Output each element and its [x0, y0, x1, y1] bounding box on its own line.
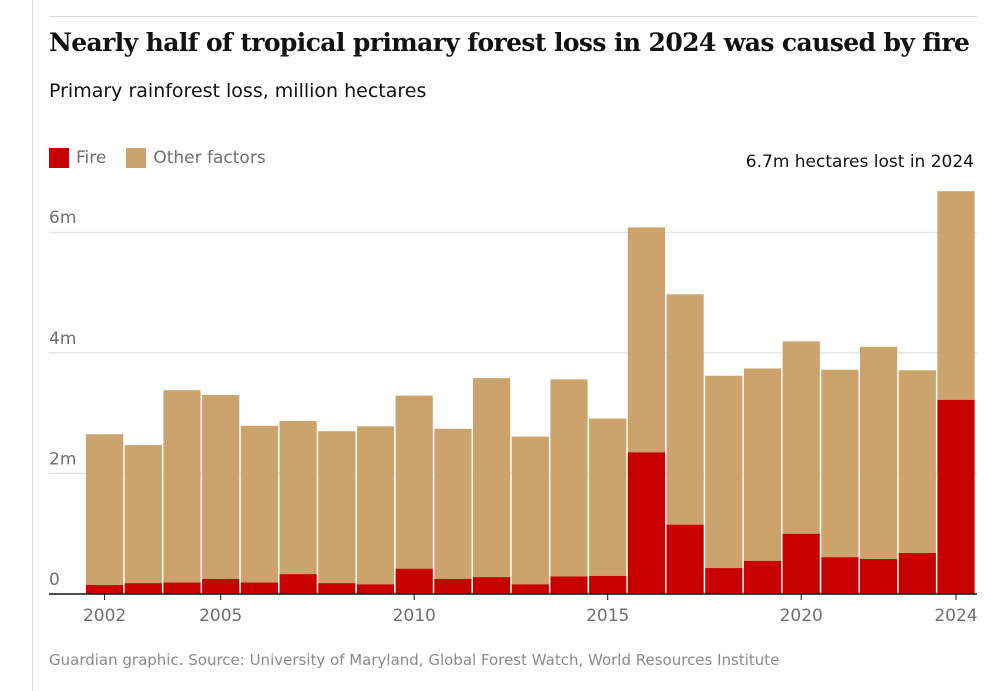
x-tick-label: 2002 — [83, 606, 126, 626]
x-tick-label: 2024 — [934, 606, 977, 626]
bar-fire — [86, 584, 124, 594]
bar-other-factors — [395, 395, 433, 569]
chart-subtitle: Primary rainforest loss, million hectare… — [49, 80, 427, 102]
bar-fire — [666, 524, 704, 594]
bar-other-factors — [240, 425, 278, 583]
x-tick-label: 2010 — [393, 606, 436, 626]
legend-swatch-other-factors — [126, 148, 147, 168]
bar-other-factors — [898, 370, 936, 553]
bar-other-factors — [163, 390, 201, 583]
bar-fire — [511, 584, 549, 594]
bar-other-factors — [124, 445, 162, 584]
y-tick-label: 2m — [49, 449, 76, 469]
bar-fire — [356, 584, 395, 594]
bar-fire — [937, 399, 975, 594]
bar-fire — [898, 552, 936, 594]
bar-other-factors — [705, 375, 743, 569]
legend-label-fire: Fire — [76, 148, 107, 168]
bar-other-factors — [473, 378, 511, 578]
bar-other-factors — [666, 294, 704, 525]
bar-other-factors — [782, 341, 820, 534]
y-tick-label: 6m — [49, 208, 76, 228]
legend-item-other-factors: Other factors — [126, 148, 266, 168]
bar-other-factors — [627, 227, 665, 453]
bar-other-factors — [511, 436, 549, 585]
x-tick-label: 2015 — [586, 606, 629, 626]
y-tick-label: 0 — [49, 570, 60, 590]
bar-other-factors — [318, 431, 356, 584]
bar-fire — [705, 568, 743, 594]
bar-other-factors — [821, 369, 859, 558]
top-rule — [49, 16, 977, 17]
bar-other-factors — [860, 346, 898, 560]
bar-fire — [860, 559, 898, 594]
legend-label-other-factors: Other factors — [153, 148, 266, 168]
bar-fire — [434, 578, 472, 594]
x-tick-label: 2005 — [199, 606, 242, 626]
bar-other-factors — [279, 420, 317, 575]
bar-other-factors — [589, 418, 627, 576]
bar-fire — [821, 557, 859, 594]
chart-title: Nearly half of tropical primary forest l… — [49, 28, 970, 57]
bar-other-factors — [202, 395, 240, 579]
bar-other-factors — [550, 379, 588, 577]
bar-fire — [395, 568, 433, 594]
bar-other-factors — [356, 426, 395, 585]
bar-fire — [124, 583, 162, 594]
bar-fire — [473, 577, 511, 594]
legend-item-fire: Fire — [49, 148, 106, 168]
bar-other-factors — [743, 368, 782, 561]
bar-fire — [782, 533, 820, 594]
bar-fire — [279, 574, 317, 594]
left-rule — [32, 0, 33, 691]
x-tick-label: 2020 — [780, 606, 823, 626]
bar-other-factors — [434, 428, 472, 579]
bar-other-factors — [86, 434, 124, 585]
bar-fire — [627, 452, 665, 594]
bar-fire — [202, 578, 240, 594]
legend: Fire Other factors — [49, 146, 286, 170]
bar-fire — [318, 583, 356, 594]
bar-fire — [743, 560, 782, 594]
legend-swatch-fire — [49, 148, 69, 168]
bar-fire — [589, 575, 627, 594]
bar-fire — [240, 582, 278, 594]
bar-fire — [550, 576, 588, 594]
y-tick-label: 4m — [49, 329, 76, 349]
bar-other-factors — [937, 191, 975, 400]
annotation-2024-total: 6.7m hectares lost in 2024 — [746, 152, 974, 172]
bar-fire — [163, 582, 201, 594]
source-note: Guardian graphic. Source: University of … — [49, 651, 780, 669]
